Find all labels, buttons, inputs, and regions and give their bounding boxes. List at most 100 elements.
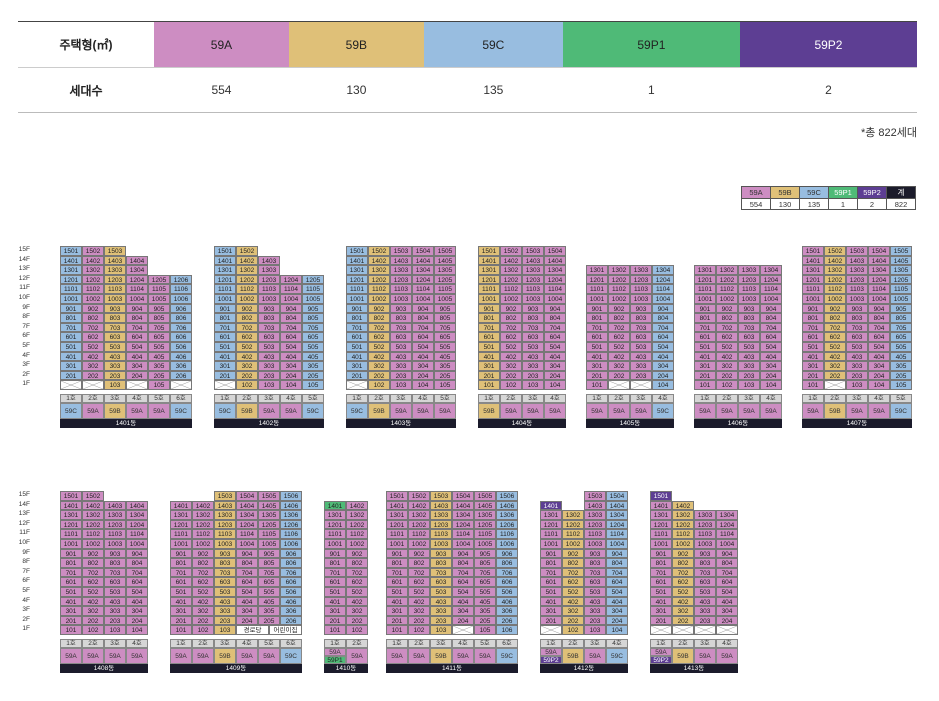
unit-cell: 1403 <box>104 255 126 266</box>
unit-cell: 1504 <box>868 246 890 256</box>
unit-cell: 1301 <box>170 510 192 520</box>
pilotis-cell <box>694 625 716 635</box>
unit-cell: 602 <box>368 332 390 342</box>
legend-total: 계 <box>886 186 916 199</box>
unit-cell: 1504 <box>544 246 566 256</box>
line-type: 59C <box>302 403 324 419</box>
unit-cell: 1406 <box>496 500 518 511</box>
unit-cell: 1302 <box>408 510 430 520</box>
unit-cell: 704 <box>126 322 148 333</box>
unit-cell: 705 <box>890 322 912 333</box>
unit-cell: 103 <box>584 625 606 635</box>
unit-cell: 1404 <box>126 255 148 266</box>
unit-cell: 1201 <box>324 519 346 530</box>
unit-cell: 406 <box>280 596 302 607</box>
unit-cell: 1102 <box>608 284 630 294</box>
unit-cell: 401 <box>650 596 672 607</box>
unit-cell: 1002 <box>82 539 104 549</box>
unit-cell: 105 <box>302 380 324 390</box>
unit-cell: 601 <box>540 577 562 587</box>
unit-cell: 1505 <box>434 246 456 256</box>
unit-cell: 501 <box>214 342 236 352</box>
unit-cell: 201 <box>214 370 236 381</box>
unit-cell: 901 <box>214 303 236 314</box>
unit-cell: 1201 <box>60 274 82 285</box>
building-name: 1411동 <box>386 664 518 673</box>
unit-cell: 905 <box>890 303 912 314</box>
unit-cell: 1501 <box>478 246 500 256</box>
unit-cell: 705 <box>258 567 280 578</box>
unit-cell: 703 <box>522 322 544 333</box>
count-59p2: 2 <box>739 67 917 113</box>
unit-cell: 605 <box>258 577 280 587</box>
unit-cell: 901 <box>60 548 82 559</box>
unit-cell: 1305 <box>474 510 496 520</box>
legend-value: 2 <box>857 198 887 210</box>
unit-cell: 201 <box>694 370 716 381</box>
unit-cell: 304 <box>544 361 566 371</box>
unit-cell: 405 <box>890 351 912 362</box>
unit-cell: 1103 <box>390 284 412 294</box>
unit-cell: 1104 <box>126 529 148 539</box>
unit-cell: 806 <box>170 313 192 323</box>
unit-cell: 1102 <box>672 529 694 539</box>
unit-cell: 805 <box>474 558 496 568</box>
unit-cell: 204 <box>452 615 474 626</box>
unit-cell: 803 <box>846 313 868 323</box>
unit-cell: 102 <box>562 625 584 635</box>
unit-cell: 1301 <box>586 265 608 275</box>
unit-cell: 301 <box>650 606 672 616</box>
ho-label: 3호 <box>738 394 760 403</box>
unit-cell: 1101 <box>540 529 562 539</box>
unit-cell: 503 <box>430 587 452 597</box>
unit-cell: 1005 <box>148 294 170 304</box>
unit-cell: 602 <box>672 577 694 587</box>
unit-cell: 1301 <box>60 265 82 275</box>
unit-cell: 1002 <box>716 294 738 304</box>
unit-cell: 1202 <box>408 519 430 530</box>
line-type: 59C <box>652 403 674 419</box>
unit-cell: 806 <box>496 558 518 568</box>
line-type: 59A <box>846 403 868 419</box>
unit-cell: 401 <box>60 596 82 607</box>
unit-cell: 1001 <box>586 294 608 304</box>
unit-cell: 1502 <box>368 246 390 256</box>
unit-cell: 1105 <box>890 284 912 294</box>
unit-cell: 1203 <box>258 274 280 285</box>
unit-cell: 1104 <box>868 284 890 294</box>
unit-cell: 702 <box>562 567 584 578</box>
line-type: 59B <box>236 403 258 419</box>
unit-cell: 1403 <box>430 500 452 511</box>
unit-cell: 402 <box>608 351 630 362</box>
line-type: 59C <box>890 403 912 419</box>
unit-cell: 303 <box>738 361 760 371</box>
unit-cell: 306 <box>170 361 192 371</box>
unit-cell: 1502 <box>500 246 522 256</box>
unit-cell: 103 <box>104 625 126 635</box>
floor-label: 8F <box>22 313 30 321</box>
unit-cell: 702 <box>716 322 738 333</box>
unit-cell: 804 <box>652 313 674 323</box>
unit-cell: 202 <box>192 615 214 626</box>
unit-cell: 205 <box>148 370 170 381</box>
legend-59a: 59A <box>741 186 771 199</box>
unit-cell: 1102 <box>562 529 584 539</box>
unit-cell: 906 <box>280 548 302 559</box>
unit-cell: 601 <box>802 332 824 342</box>
unit-cell: 705 <box>434 322 456 333</box>
unit-cell: 906 <box>170 303 192 314</box>
unit-cell: 104 <box>606 625 628 635</box>
unit-cell: 1401 <box>386 500 408 511</box>
ho-label: 5호 <box>890 394 912 403</box>
unit-cell: 505 <box>474 587 496 597</box>
unit-cell: 403 <box>584 596 606 607</box>
line-type: 59B <box>104 403 126 419</box>
unit-cell: 1203 <box>738 274 760 285</box>
unit-cell: 904 <box>760 303 782 314</box>
ho-label: 2호 <box>346 639 368 648</box>
unit-cell: 904 <box>412 303 434 314</box>
unit-cell: 201 <box>478 370 500 381</box>
unit-cell: 302 <box>82 606 104 616</box>
unit-cell: 301 <box>478 361 500 371</box>
unit-cell: 1502 <box>236 246 258 256</box>
